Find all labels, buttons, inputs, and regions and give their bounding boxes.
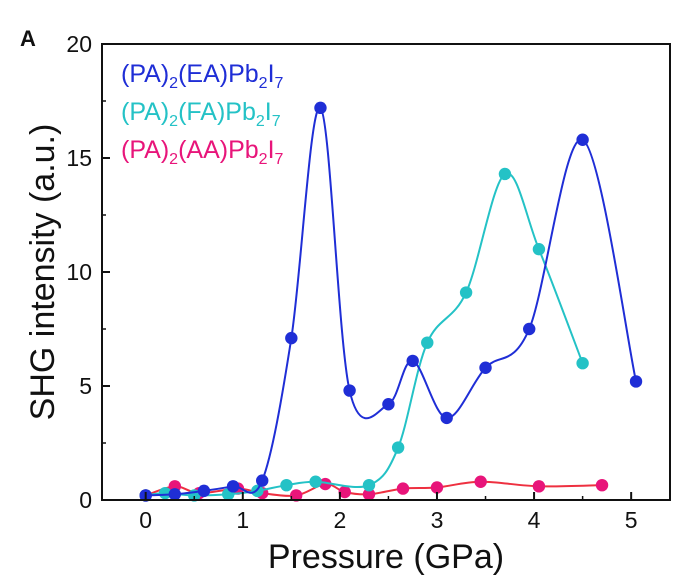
data-point bbox=[532, 243, 546, 256]
data-point bbox=[576, 133, 589, 146]
data-point bbox=[474, 475, 487, 488]
x-tick-label: 2 bbox=[333, 507, 346, 533]
data-point bbox=[498, 167, 512, 181]
x-tick-label: 5 bbox=[625, 507, 638, 533]
data-point bbox=[391, 441, 405, 454]
data-point bbox=[629, 375, 643, 388]
x-axis-label: Pressure (GPa) bbox=[268, 538, 504, 576]
data-point bbox=[285, 331, 298, 345]
data-point bbox=[343, 384, 356, 397]
x-tick-label: 0 bbox=[139, 507, 152, 533]
series-line bbox=[145, 172, 584, 497]
y-tick-label: 0 bbox=[79, 487, 92, 513]
legend-entry: (PA)2(AA)Pb2I7 bbox=[121, 136, 284, 168]
data-point bbox=[479, 361, 492, 374]
data-point bbox=[396, 482, 410, 495]
x-tick-label: 3 bbox=[431, 507, 444, 533]
data-point bbox=[421, 336, 434, 349]
data-point bbox=[440, 411, 453, 425]
y-tick-label: 10 bbox=[66, 259, 92, 285]
data-point bbox=[459, 286, 473, 299]
legend-entry: (PA)2(FA)Pb2I7 bbox=[121, 98, 281, 130]
y-tick-label: 15 bbox=[66, 145, 92, 171]
data-point bbox=[362, 488, 376, 501]
y-axis-label: SHG intensity (a.u.) bbox=[24, 124, 62, 421]
x-tick-label: 4 bbox=[528, 507, 541, 533]
data-point bbox=[289, 489, 303, 502]
data-point bbox=[158, 486, 172, 500]
data-point bbox=[338, 485, 351, 499]
data-point bbox=[226, 480, 240, 493]
y-tick-label: 5 bbox=[79, 373, 92, 399]
axis-layer: 0 1 2 3 4 5 0 5 10 15 20 bbox=[66, 31, 637, 533]
legend-entry: (PA)2(EA)Pb2I7 bbox=[121, 60, 284, 92]
data-point bbox=[197, 484, 211, 498]
series-1 bbox=[139, 167, 589, 502]
data-point bbox=[314, 101, 327, 115]
data-point bbox=[532, 480, 546, 493]
data-point bbox=[362, 478, 376, 492]
data-point bbox=[168, 488, 182, 501]
data-point bbox=[382, 398, 395, 411]
data-point bbox=[280, 478, 293, 492]
data-point bbox=[309, 475, 322, 488]
data-point bbox=[256, 474, 269, 487]
data-point bbox=[523, 322, 536, 336]
data-point bbox=[406, 354, 419, 368]
panel-label: A bbox=[20, 26, 36, 51]
data-point bbox=[595, 478, 609, 492]
data-point bbox=[576, 357, 589, 370]
plot-layer bbox=[139, 101, 643, 502]
legend: (PA)2(EA)Pb2I7 (PA)2(FA)Pb2I7 (PA)2(AA)Pb2… bbox=[121, 60, 284, 168]
y-tick-label: 20 bbox=[66, 31, 92, 57]
series-line bbox=[145, 106, 637, 497]
x-tick-label: 1 bbox=[236, 507, 249, 533]
data-point bbox=[319, 477, 332, 491]
series-0 bbox=[139, 101, 643, 502]
data-point bbox=[430, 481, 444, 494]
